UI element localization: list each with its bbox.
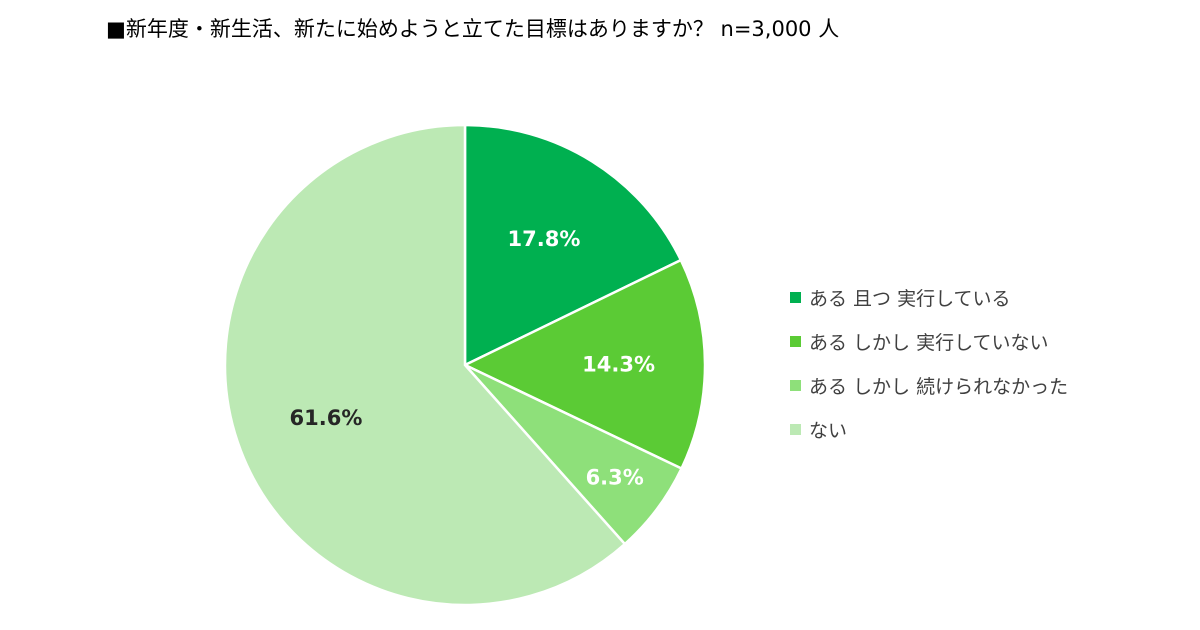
legend-label: ある しかし 続けられなかった	[809, 375, 1069, 398]
legend-item: ある しかし 実行していない	[790, 327, 1068, 355]
legend-item: ない	[790, 415, 1068, 443]
slice-value-label: 61.6%	[290, 406, 363, 430]
pie-slice	[462, 258, 707, 471]
legend-label: ある 且つ 実行している	[809, 287, 1011, 310]
pie-value-labels: 17.8% 14.3% 6.3% 61.6%	[290, 227, 655, 490]
slice-value-label: 14.3%	[582, 353, 655, 377]
pie-slices	[223, 123, 707, 607]
slice-value-label: 17.8%	[508, 227, 581, 251]
legend-label: ある しかし 実行していない	[809, 331, 1049, 354]
slice-value-label: 6.3%	[586, 465, 644, 489]
chart-legend: ある 且つ 実行している ある しかし 実行していない ある しかし 続けられな…	[790, 283, 1068, 459]
legend-item: ある 且つ 実行している	[790, 283, 1068, 311]
legend-swatch	[790, 335, 801, 347]
legend-swatch	[790, 379, 801, 391]
legend-label: ない	[809, 419, 848, 442]
legend-swatch	[790, 423, 801, 435]
pie-slice	[463, 123, 683, 367]
pie-slice	[223, 123, 627, 607]
legend-swatch	[790, 291, 801, 303]
chart-title: ■新年度・新生活、新たに始めようと立てた目標はありますか？ n=3,000 人	[106, 17, 840, 41]
legend-item: ある しかし 続けられなかった	[790, 371, 1068, 399]
